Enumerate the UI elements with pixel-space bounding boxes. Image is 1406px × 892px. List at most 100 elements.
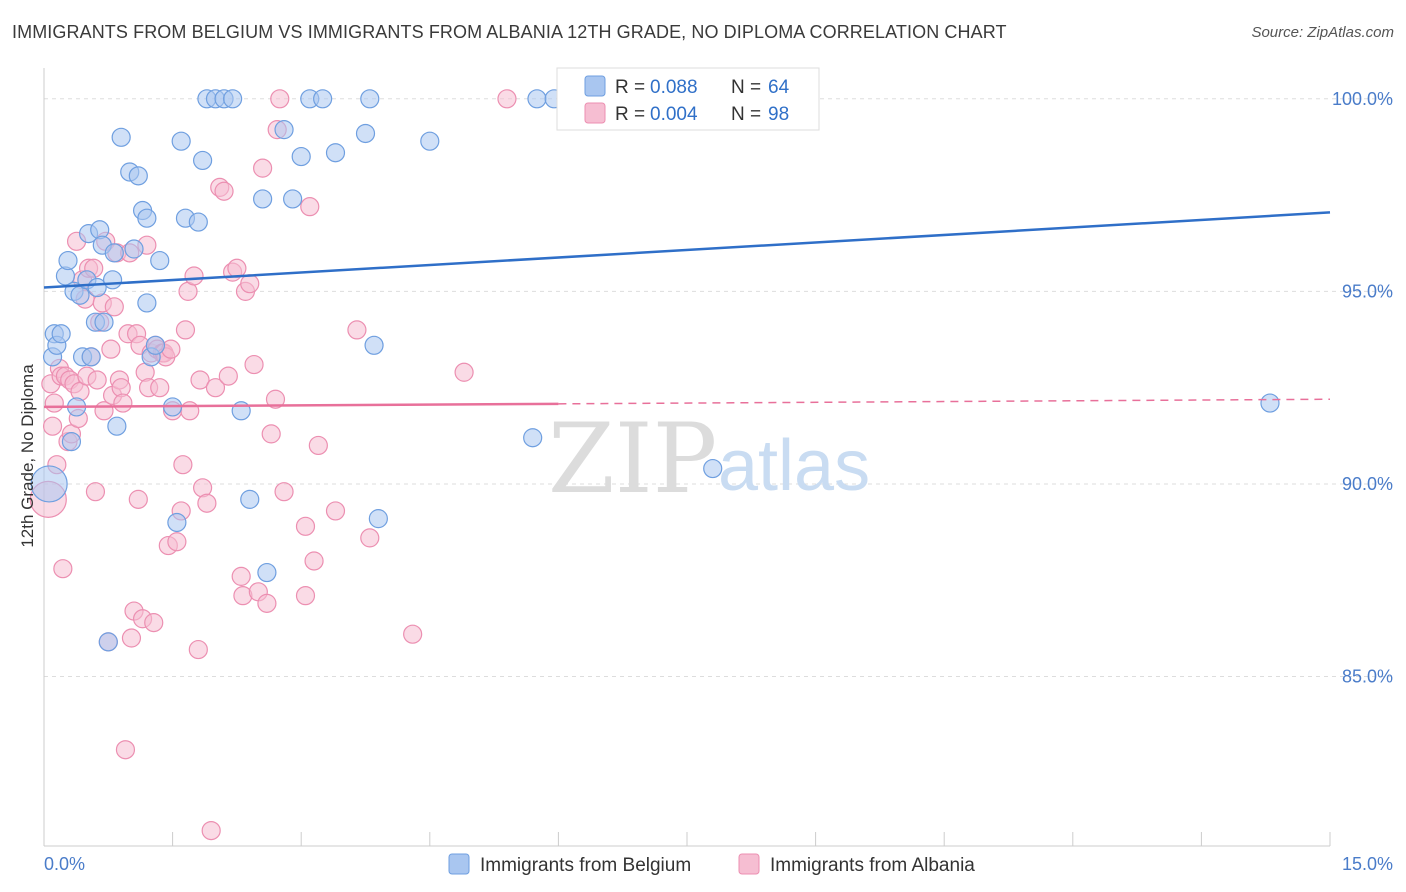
albania-point — [205, 378, 226, 398]
albania-point — [253, 158, 273, 178]
albania-point — [53, 559, 73, 579]
belgium-point — [137, 208, 157, 228]
albania-point — [270, 89, 290, 109]
albania-point — [360, 528, 380, 548]
albania-point — [184, 266, 204, 286]
belgium-point — [257, 562, 277, 583]
albania-point — [227, 258, 247, 278]
belgium-point — [145, 335, 166, 355]
legend-swatch-albania — [584, 102, 606, 124]
albania-point — [113, 393, 133, 413]
albania-point — [101, 339, 121, 359]
legend-albania-n-label: N = — [731, 104, 761, 125]
belgium-point — [104, 243, 124, 263]
albania-points — [29, 89, 517, 841]
albania-point — [304, 551, 324, 571]
albania-point — [295, 586, 316, 606]
belgium-point — [137, 293, 157, 313]
belgium-point — [81, 347, 101, 367]
belgium-point — [325, 143, 346, 163]
x-ticks — [43, 832, 1331, 846]
belgium-point — [420, 131, 440, 151]
legend-belgium-n-value: 64 — [768, 77, 790, 98]
belgium-point — [274, 120, 294, 140]
trend-line-belgium — [43, 211, 1331, 289]
legend-albania-n-value: 98 — [768, 104, 789, 125]
albania-point — [150, 378, 170, 398]
legend-belgium-n-label: N = — [731, 77, 761, 98]
albania-point — [44, 393, 64, 413]
albania-point — [115, 740, 136, 760]
albania-point — [244, 354, 264, 375]
albania-point — [295, 516, 316, 536]
belgium-point — [240, 489, 260, 509]
belgium-point — [150, 250, 170, 271]
albania-point — [104, 297, 124, 317]
albania-point — [325, 501, 346, 521]
y-tick-label-90: 90.0% — [1342, 474, 1393, 494]
belgium-point — [107, 416, 127, 436]
albania-point — [87, 370, 107, 390]
belgium-point — [111, 127, 131, 147]
belgium-point — [58, 250, 78, 271]
albania-point — [173, 455, 193, 475]
watermark-zip: ZIP — [548, 403, 717, 515]
watermark-atlas: atlas — [718, 426, 870, 506]
belgium-point — [368, 509, 388, 529]
albania-point — [218, 366, 238, 386]
albania-point — [144, 613, 164, 633]
albania-point — [403, 624, 423, 644]
albania-point — [265, 389, 286, 409]
albania-point — [197, 493, 217, 513]
albania-point — [274, 482, 294, 502]
belgium-point — [1260, 393, 1280, 413]
y-tick-label-85: 85.0% — [1342, 667, 1393, 687]
bottom-legend-albania: Immigrants from Albania — [770, 855, 975, 876]
belgium-point — [128, 166, 148, 186]
albania-point — [188, 639, 208, 660]
y-tick-label-95: 95.0% — [1342, 281, 1393, 301]
belgium-point — [171, 131, 191, 151]
chart-title: IMMIGRANTS FROM BELGIUM VS IMMIGRANTS FR… — [12, 22, 1007, 42]
albania-point — [454, 362, 474, 382]
bottom-legend-swatch-albania — [738, 853, 760, 875]
legend-belgium-r-value: 0.088 — [650, 77, 698, 98]
belgium-point — [703, 458, 723, 479]
belgium-point — [188, 212, 208, 232]
belgium-point — [98, 632, 118, 652]
albania-point — [300, 197, 320, 217]
albania-point — [214, 181, 234, 201]
belgium-point — [253, 189, 273, 209]
belgium-point — [102, 270, 123, 290]
bottom-legend: Immigrants from Belgium Immigrants from … — [448, 853, 975, 876]
albania-point — [128, 489, 148, 509]
y-tick-labels: 85.0% 90.0% 95.0% 100.0% — [1332, 89, 1393, 687]
trend-line-albania-dashed — [558, 398, 1331, 405]
x-tick-label-1: 15.0% — [1342, 854, 1393, 874]
albania-point — [261, 424, 281, 444]
legend-box: R = 0.088 N = 64 R = 0.004 N = 98 — [556, 67, 820, 131]
albania-point — [201, 820, 221, 841]
albania-point — [497, 89, 517, 109]
bottom-legend-swatch-belgium — [448, 853, 470, 875]
albania-point — [85, 482, 106, 502]
albania-point — [347, 320, 367, 340]
albania-point — [308, 435, 328, 456]
belgium-point — [167, 512, 187, 533]
belgium-point — [283, 189, 303, 209]
legend-albania-r-value: 0.004 — [650, 104, 698, 125]
legend-belgium-r-label: R = — [615, 77, 645, 98]
belgium-point — [291, 146, 311, 167]
belgium-point — [355, 123, 376, 144]
belgium-point — [360, 89, 380, 109]
trend-line-albania — [43, 402, 559, 409]
y-axis-label: 12th Grade, No Diploma — [18, 364, 37, 548]
belgium-point — [193, 150, 213, 171]
albania-point — [180, 401, 200, 421]
belgium-point — [364, 335, 384, 355]
albania-point — [240, 274, 260, 294]
y-tick-label-100: 100.0% — [1332, 89, 1393, 109]
legend-albania-r-label: R = — [615, 104, 645, 125]
legend-swatch-belgium — [584, 75, 606, 97]
